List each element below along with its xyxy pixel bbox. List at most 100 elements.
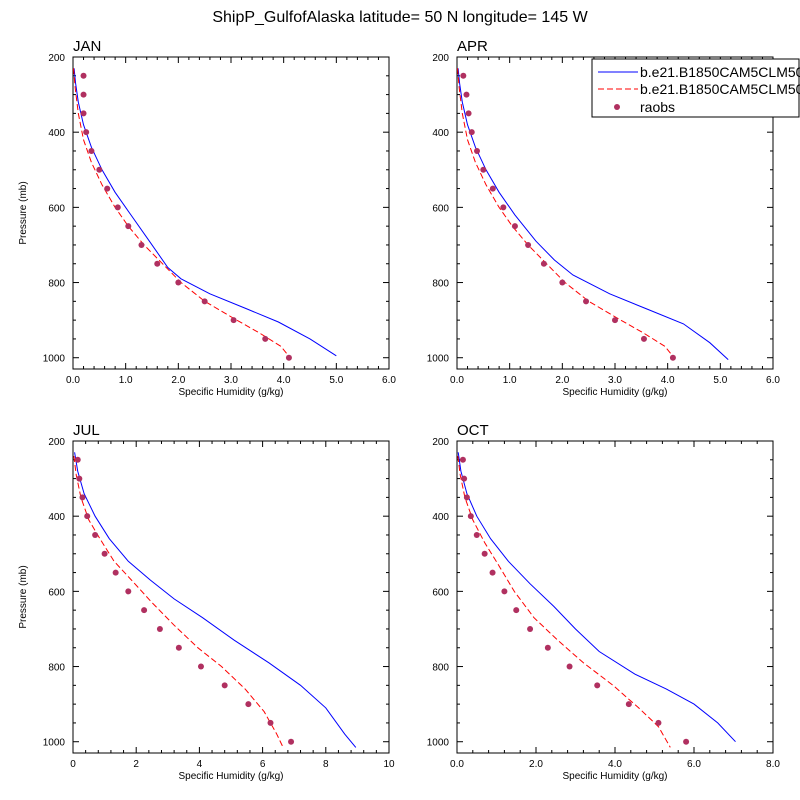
model-solid-line: [457, 68, 729, 360]
legend-marker: [614, 104, 620, 110]
x-tick-label: 4.0: [277, 375, 291, 386]
model-dashed-line: [73, 455, 284, 748]
panel-title: OCT: [457, 422, 489, 439]
legend-label: b.e21.B1850CAM5CLM50: [640, 81, 800, 97]
raobs-point: [473, 531, 480, 538]
panel-title: JUL: [73, 422, 100, 439]
raobs-point: [80, 72, 87, 79]
y-tick-label: 200: [432, 437, 449, 448]
raobs-point: [230, 317, 237, 324]
raobs-point: [583, 298, 590, 305]
raobs-point: [125, 223, 132, 230]
plot-frame: [72, 56, 390, 370]
y-tick-label: 1000: [43, 354, 66, 365]
raobs-point: [625, 701, 632, 708]
raobs-point: [285, 354, 292, 361]
x-tick-label: 6: [260, 759, 266, 770]
series-group: [73, 452, 357, 748]
y-tick-label: 600: [48, 203, 65, 214]
y-tick-label: 400: [48, 128, 65, 139]
x-tick-label: 4: [197, 759, 203, 770]
raobs-point: [612, 317, 618, 324]
legend: b.e21.B1850CAM5CLM50b.e21.B1850CAM5CLM50…: [591, 58, 800, 118]
model-dashed-line: [73, 68, 291, 359]
x-tick-label: 6.0: [766, 375, 780, 386]
x-axis-label: Specific Humidity (g/kg): [562, 387, 667, 398]
raobs-point: [175, 279, 182, 286]
x-tick-label: 0.0: [450, 759, 464, 770]
x-tick-label: 4.0: [661, 375, 675, 386]
y-tick-label: 200: [48, 437, 65, 448]
y-tick-label: 600: [432, 587, 449, 598]
raobs-point: [467, 513, 474, 520]
y-tick-label: 800: [432, 663, 449, 674]
raobs-point: [101, 550, 108, 557]
series-group: [457, 452, 736, 748]
x-tick-label: 8.0: [766, 759, 780, 770]
x-tick-label: 2.0: [529, 759, 543, 770]
x-tick-label: 4.0: [608, 759, 622, 770]
raobs-point: [201, 298, 208, 305]
raobs-point: [461, 475, 468, 482]
x-axis-label: Specific Humidity (g/kg): [178, 387, 283, 398]
raobs-point: [138, 241, 145, 248]
raobs-point: [262, 335, 269, 342]
raobs-point: [288, 738, 295, 745]
raobs-point: [683, 738, 690, 745]
raobs-point: [500, 204, 507, 211]
raobs-point: [267, 719, 274, 726]
y-tick-label: 1000: [427, 738, 450, 749]
x-tick-label: 2.0: [555, 375, 569, 386]
x-tick-label: 0: [70, 759, 76, 770]
raobs-point: [463, 494, 470, 501]
x-axis-label: Specific Humidity (g/kg): [178, 771, 283, 782]
y-tick-label: 200: [432, 53, 449, 64]
raobs-point: [525, 241, 532, 248]
x-tick-label: 5.0: [329, 375, 343, 386]
series-group: [457, 68, 729, 361]
raobs-point: [513, 607, 520, 614]
raobs-point: [125, 588, 132, 595]
raobs-point: [80, 110, 87, 117]
panel-title: APR: [457, 38, 488, 55]
model-solid-line: [457, 452, 736, 743]
raobs-point: [460, 72, 467, 79]
model-dashed-line: [457, 68, 675, 359]
plot-frame: [456, 440, 774, 754]
y-tick-label: 400: [432, 512, 449, 523]
raobs-point: [245, 701, 252, 708]
x-tick-label: 0.0: [450, 375, 464, 386]
y-tick-label: 600: [48, 587, 65, 598]
x-tick-label: 2.0: [171, 375, 185, 386]
raobs-point: [489, 185, 496, 192]
panel-jan: JAN 0.0 1.0 2.0 3.0 4.0 5.0 6.0 200 400 600 800 1000…: [18, 38, 396, 398]
y-tick-label: 800: [432, 279, 449, 290]
model-dashed-line: [457, 455, 671, 748]
raobs-point: [489, 569, 496, 576]
x-axis-label: Specific Humidity (g/kg): [562, 771, 667, 782]
legend-label: b.e21.B1850CAM5CLM50: [640, 64, 800, 80]
x-tick-label: 8: [323, 759, 329, 770]
y-tick-label: 800: [48, 279, 65, 290]
raobs-point: [655, 719, 662, 726]
raobs-point: [88, 147, 95, 154]
x-tick-label: 6.0: [687, 759, 701, 770]
raobs-point: [468, 129, 475, 136]
raobs-point: [156, 625, 163, 632]
raobs-point: [197, 663, 204, 670]
raobs-point: [154, 260, 161, 267]
chart-title: ShipP_GulfofAlaska latitude= 50 N longit…: [212, 9, 588, 26]
legend-box: [591, 58, 800, 118]
raobs-point: [501, 588, 508, 595]
x-tick-label: 5.0: [713, 375, 727, 386]
raobs-point: [474, 147, 481, 154]
x-tick-label: 0.0: [66, 375, 80, 386]
y-tick-label: 800: [48, 663, 65, 674]
raobs-point: [594, 682, 601, 689]
model-solid-line: [74, 452, 357, 748]
raobs-point: [669, 354, 676, 361]
raobs-point: [221, 682, 228, 689]
y-tick-label: 1000: [427, 354, 450, 365]
plot-frame: [72, 440, 390, 754]
